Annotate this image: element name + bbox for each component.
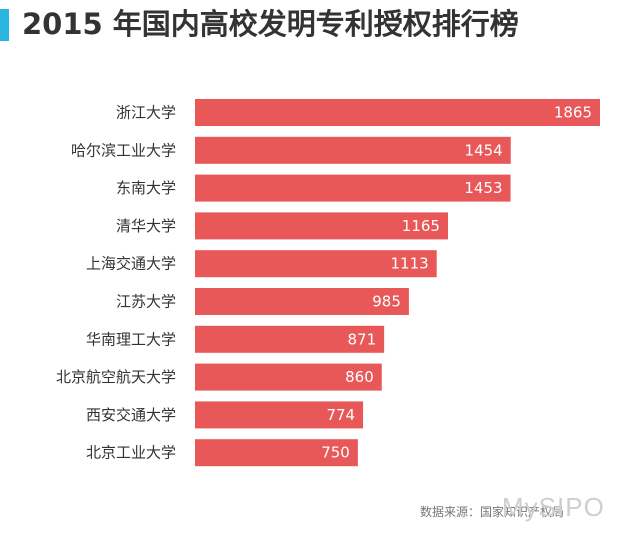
value-label: 1454 [465, 141, 503, 159]
bar [195, 325, 385, 353]
bar [195, 363, 382, 391]
bar [195, 288, 409, 315]
bar [195, 174, 511, 202]
source-note: 数据来源：国家知识产权局 [420, 505, 565, 519]
bar [195, 212, 448, 240]
category-label: 华南理工大学 [86, 330, 176, 348]
value-label: 871 [348, 330, 377, 348]
category-label: 浙江大学 [116, 104, 176, 122]
value-label: 1165 [402, 217, 440, 235]
category-label: 北京工业大学 [86, 444, 176, 462]
category-label: 清华大学 [116, 217, 176, 235]
category-label: 西安交通大学 [86, 406, 176, 424]
category-label: 北京航空航天大学 [56, 368, 176, 386]
value-label: 1453 [464, 179, 502, 197]
watermark: MySIPO [502, 492, 605, 522]
value-label: 985 [372, 293, 401, 311]
category-label: 江苏大学 [116, 293, 176, 311]
value-label: 774 [326, 406, 355, 424]
value-label: 750 [321, 444, 350, 462]
value-label: 1865 [554, 104, 592, 122]
category-label: 哈尔滨工业大学 [71, 141, 176, 159]
value-label: 1113 [391, 255, 429, 273]
bar [195, 250, 437, 278]
bar [195, 136, 511, 164]
value-label: 860 [345, 368, 374, 386]
bar [195, 439, 358, 467]
category-label: 上海交通大学 [86, 255, 176, 273]
bar [195, 401, 364, 429]
title-accent-bar [0, 9, 9, 41]
chart-title: 2015 年国内高校发明专利授权排行榜 [22, 7, 519, 41]
bar [195, 99, 600, 126]
category-label: 东南大学 [116, 179, 176, 197]
